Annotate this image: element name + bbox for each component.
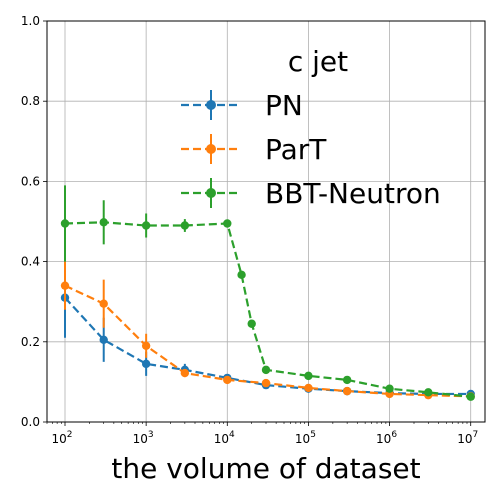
y-tick-label: 0.0 [21, 415, 40, 429]
data-point [180, 221, 190, 230]
y-tick-label: 1.0 [21, 14, 40, 28]
y-axis-ticks: 0.0 0.2 0.4 0.6 0.8 1.0 [21, 14, 47, 429]
legend-label: ParT [265, 133, 327, 166]
data-point [247, 319, 256, 328]
data-point [99, 218, 108, 227]
legend-item: ParT [181, 133, 327, 166]
legend-item: PN [181, 89, 303, 122]
y-tick-label: 0.4 [21, 255, 40, 269]
data-point [99, 335, 108, 344]
data-point [223, 219, 232, 228]
data-point [385, 384, 394, 393]
y-tick-label: 0.6 [21, 174, 40, 188]
y-tick-label: 0.2 [21, 335, 40, 349]
legend-marker [206, 188, 216, 198]
data-point [60, 281, 70, 290]
legend: c jet PN ParT BBT-Neutron [181, 45, 441, 210]
series-layer [60, 185, 475, 401]
plot-frame [46, 20, 486, 423]
data-point [99, 299, 108, 308]
legend-marker [206, 144, 216, 154]
grid [47, 20, 485, 423]
data-point [342, 375, 352, 385]
data-point [342, 386, 352, 396]
x-axis-ticks: 102 103 104 105 106 107 [46, 422, 478, 446]
series-part [60, 261, 475, 401]
legend-title: c jet [288, 45, 348, 78]
x-tick-label: 103 [133, 430, 154, 446]
legend-item: BBT-Neutron [181, 177, 441, 210]
series-line [64, 296, 471, 396]
legend-label: BBT-Neutron [265, 177, 441, 210]
x-axis-label: the volume of dataset [111, 452, 420, 485]
x-tick-label: 106 [376, 430, 397, 446]
data-point [237, 270, 246, 280]
data-point [223, 375, 232, 385]
data-point [141, 341, 151, 351]
legend-marker [206, 100, 216, 110]
data-point [261, 378, 271, 388]
series-pn [60, 257, 475, 399]
data-point [304, 371, 313, 381]
data-point [141, 221, 151, 230]
data-point [304, 383, 313, 393]
data-point [424, 388, 433, 397]
x-tick-label: 104 [214, 430, 235, 446]
legend-label: PN [265, 89, 303, 122]
y-tick-label: 0.8 [21, 94, 40, 108]
series-bbt-neutron [60, 185, 475, 401]
data-point [180, 368, 190, 378]
x-tick-label: 105 [295, 430, 316, 446]
x-tick-label: 107 [457, 430, 478, 446]
data-point [466, 392, 475, 401]
data-point [141, 359, 151, 369]
data-point [261, 365, 271, 375]
x-tick-label: 102 [51, 430, 72, 446]
data-point [60, 219, 70, 228]
